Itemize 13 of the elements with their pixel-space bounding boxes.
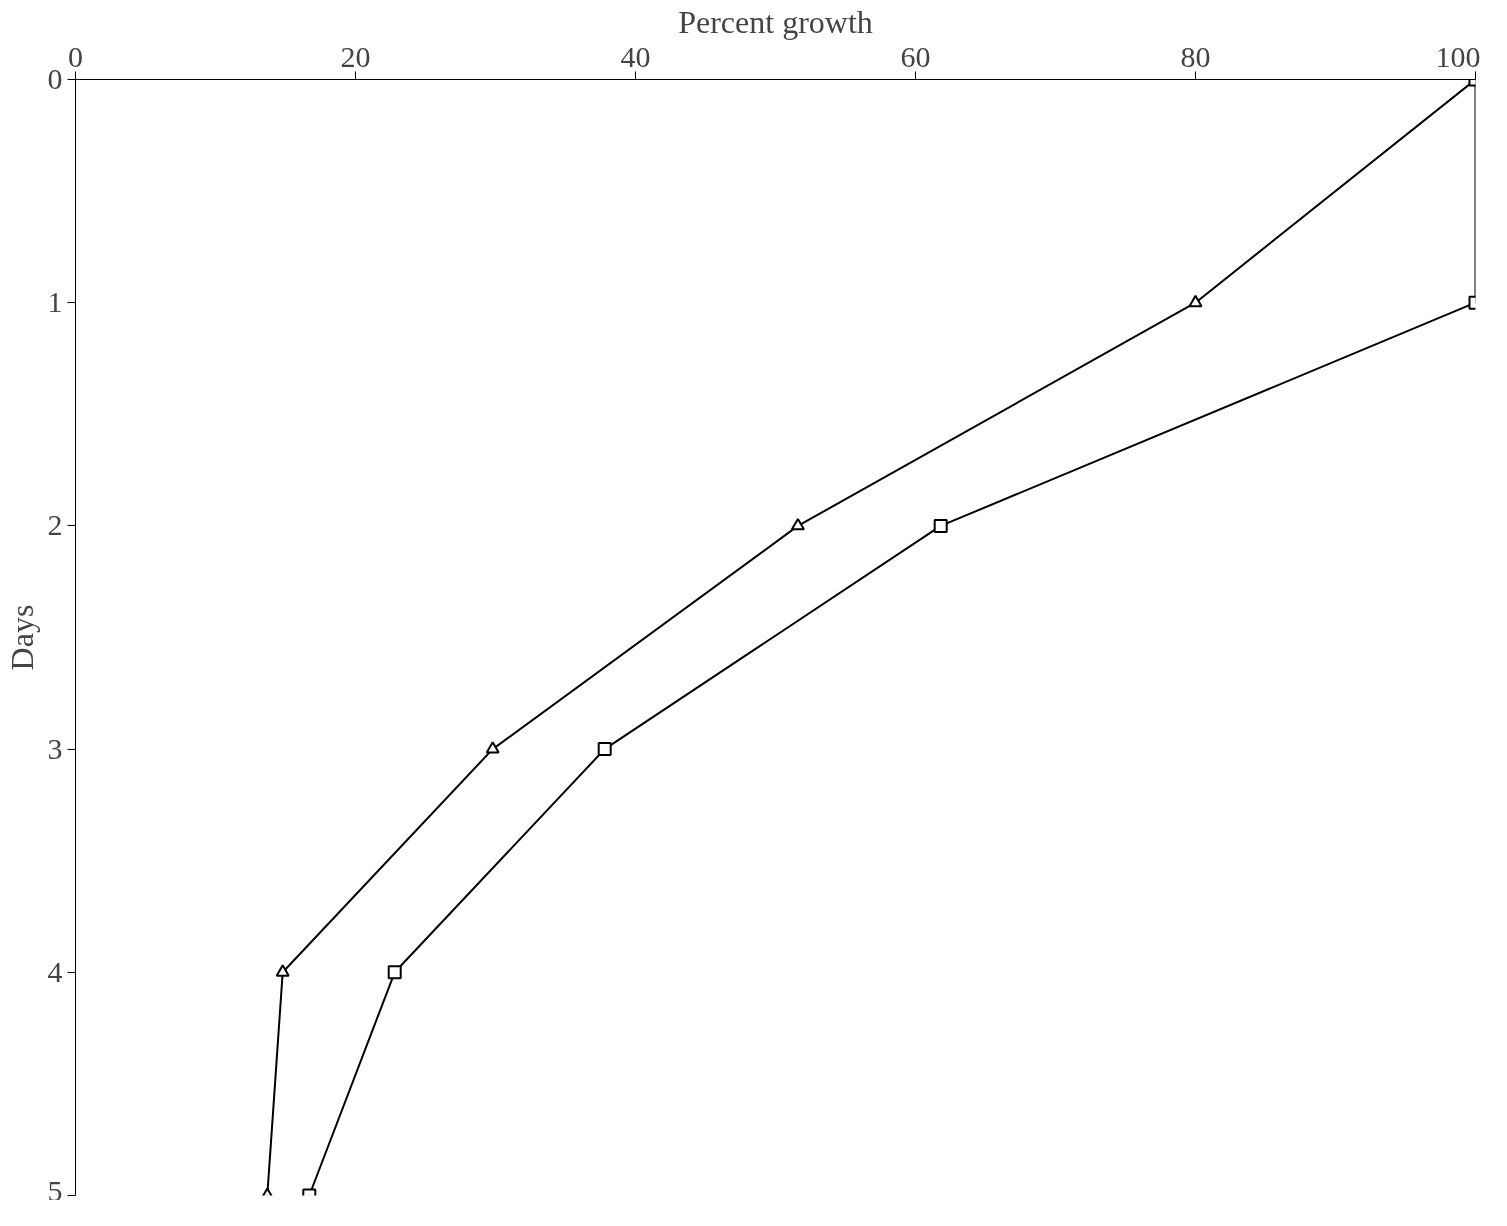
y-tick-label: 2	[47, 508, 63, 542]
x-tick-label: 60	[900, 39, 931, 73]
x-tick-label: 80	[1180, 39, 1211, 73]
y-tick-label: 1	[47, 285, 63, 319]
y-tick-label: 0	[47, 62, 63, 95]
y-tick-label: 3	[47, 731, 63, 765]
y-axis-title: Days	[3, 604, 40, 671]
x-tick-label: 40	[620, 39, 651, 73]
x-tick-label: 100	[1435, 39, 1481, 73]
y-tick-label: 5	[47, 1173, 63, 1207]
x-tick-label: 20	[340, 39, 371, 73]
y-tick-label: 4	[47, 954, 63, 988]
x-axis-title: Percent growth	[678, 3, 873, 40]
